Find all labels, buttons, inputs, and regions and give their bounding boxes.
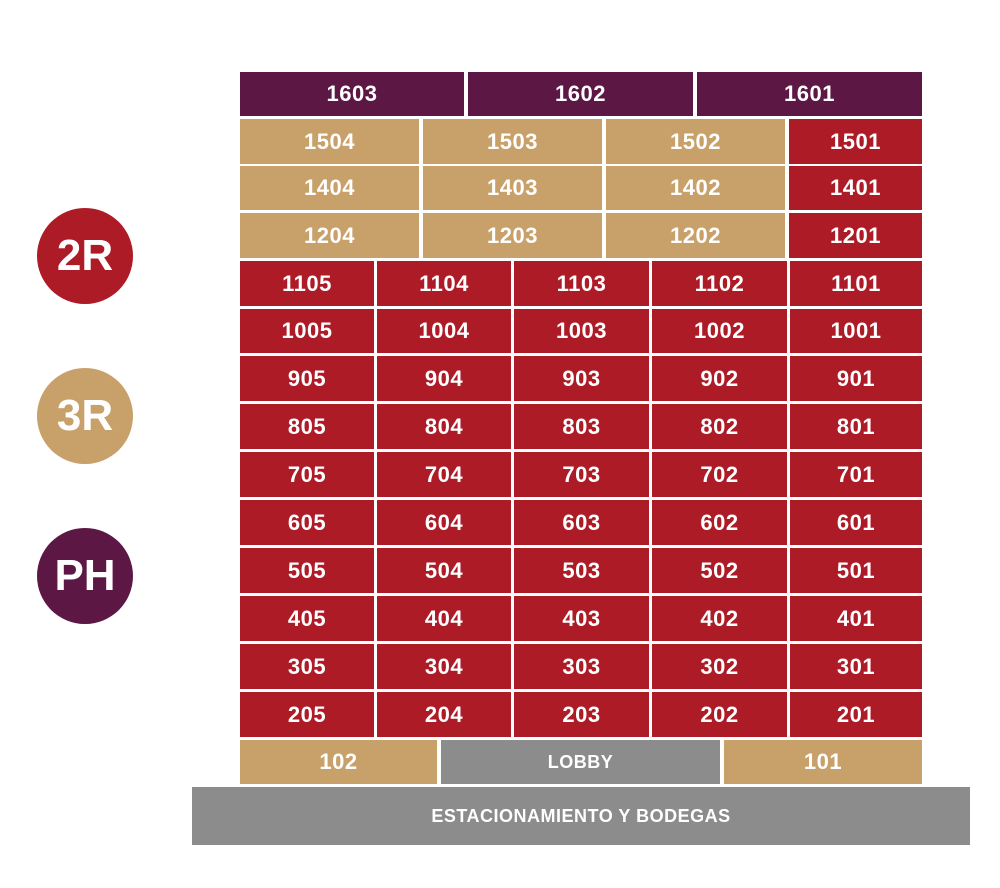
unit-101[interactable]: 101 (724, 740, 922, 784)
unit-502[interactable]: 502 (652, 548, 787, 593)
unit-403[interactable]: 403 (514, 596, 649, 641)
unit-402[interactable]: 402 (652, 596, 787, 641)
unit-401[interactable]: 401 (790, 596, 922, 641)
unit-1004[interactable]: 1004 (377, 309, 511, 353)
parking-level: ESTACIONAMIENTO Y BODEGAS (192, 787, 970, 845)
unit-1501[interactable]: 1501 (789, 119, 922, 164)
legend-ph: PH (37, 528, 133, 624)
unit-1404[interactable]: 1404 (240, 166, 419, 210)
unit-204[interactable]: 204 (377, 692, 511, 737)
legend-2r: 2R (37, 208, 133, 304)
unit-503[interactable]: 503 (514, 548, 649, 593)
unit-802[interactable]: 802 (652, 404, 787, 449)
unit-302[interactable]: 302 (652, 644, 787, 689)
unit-303[interactable]: 303 (514, 644, 649, 689)
unit-205[interactable]: 205 (240, 692, 374, 737)
unit-805[interactable]: 805 (240, 404, 374, 449)
unit-601[interactable]: 601 (790, 500, 922, 545)
unit-901[interactable]: 901 (790, 356, 922, 401)
unit-1504[interactable]: 1504 (240, 119, 419, 164)
unit-1103[interactable]: 1103 (514, 261, 649, 306)
unit-504[interactable]: 504 (377, 548, 511, 593)
unit-304[interactable]: 304 (377, 644, 511, 689)
unit-203[interactable]: 203 (514, 692, 649, 737)
unit-102[interactable]: 102 (240, 740, 437, 784)
unit-1005[interactable]: 1005 (240, 309, 374, 353)
unit-1105[interactable]: 1105 (240, 261, 374, 306)
unit-1601[interactable]: 1601 (697, 72, 922, 116)
unit-201[interactable]: 201 (790, 692, 922, 737)
unit-1502[interactable]: 1502 (606, 119, 785, 164)
unit-604[interactable]: 604 (377, 500, 511, 545)
unit-1402[interactable]: 1402 (606, 166, 785, 210)
unit-1202[interactable]: 1202 (606, 213, 785, 258)
legend-3r: 3R (37, 368, 133, 464)
unit-305[interactable]: 305 (240, 644, 374, 689)
unit-902[interactable]: 902 (652, 356, 787, 401)
unit-705[interactable]: 705 (240, 452, 374, 497)
unit-903[interactable]: 903 (514, 356, 649, 401)
unit-1401[interactable]: 1401 (789, 166, 922, 210)
unit-202[interactable]: 202 (652, 692, 787, 737)
unit-1101[interactable]: 1101 (790, 261, 922, 306)
unit-1403[interactable]: 1403 (423, 166, 602, 210)
unit-703[interactable]: 703 (514, 452, 649, 497)
unit-1102[interactable]: 1102 (652, 261, 787, 306)
unit-1104[interactable]: 1104 (377, 261, 511, 306)
unit-701[interactable]: 701 (790, 452, 922, 497)
unit-1204[interactable]: 1204 (240, 213, 419, 258)
unit-405[interactable]: 405 (240, 596, 374, 641)
unit-803[interactable]: 803 (514, 404, 649, 449)
unit-905[interactable]: 905 (240, 356, 374, 401)
unit-704[interactable]: 704 (377, 452, 511, 497)
unit-501[interactable]: 501 (790, 548, 922, 593)
unit-1503[interactable]: 1503 (423, 119, 602, 164)
unit-505[interactable]: 505 (240, 548, 374, 593)
unit-801[interactable]: 801 (790, 404, 922, 449)
unit-1203[interactable]: 1203 (423, 213, 602, 258)
unit-904[interactable]: 904 (377, 356, 511, 401)
unit-1003[interactable]: 1003 (514, 309, 649, 353)
unit-301[interactable]: 301 (790, 644, 922, 689)
unit-804[interactable]: 804 (377, 404, 511, 449)
unit-1603[interactable]: 1603 (240, 72, 464, 116)
lobby: LOBBY (441, 740, 720, 784)
unit-404[interactable]: 404 (377, 596, 511, 641)
unit-702[interactable]: 702 (652, 452, 787, 497)
unit-1201[interactable]: 1201 (789, 213, 922, 258)
unit-1602[interactable]: 1602 (468, 72, 693, 116)
unit-602[interactable]: 602 (652, 500, 787, 545)
unit-605[interactable]: 605 (240, 500, 374, 545)
unit-1001[interactable]: 1001 (790, 309, 922, 353)
unit-603[interactable]: 603 (514, 500, 649, 545)
unit-1002[interactable]: 1002 (652, 309, 787, 353)
